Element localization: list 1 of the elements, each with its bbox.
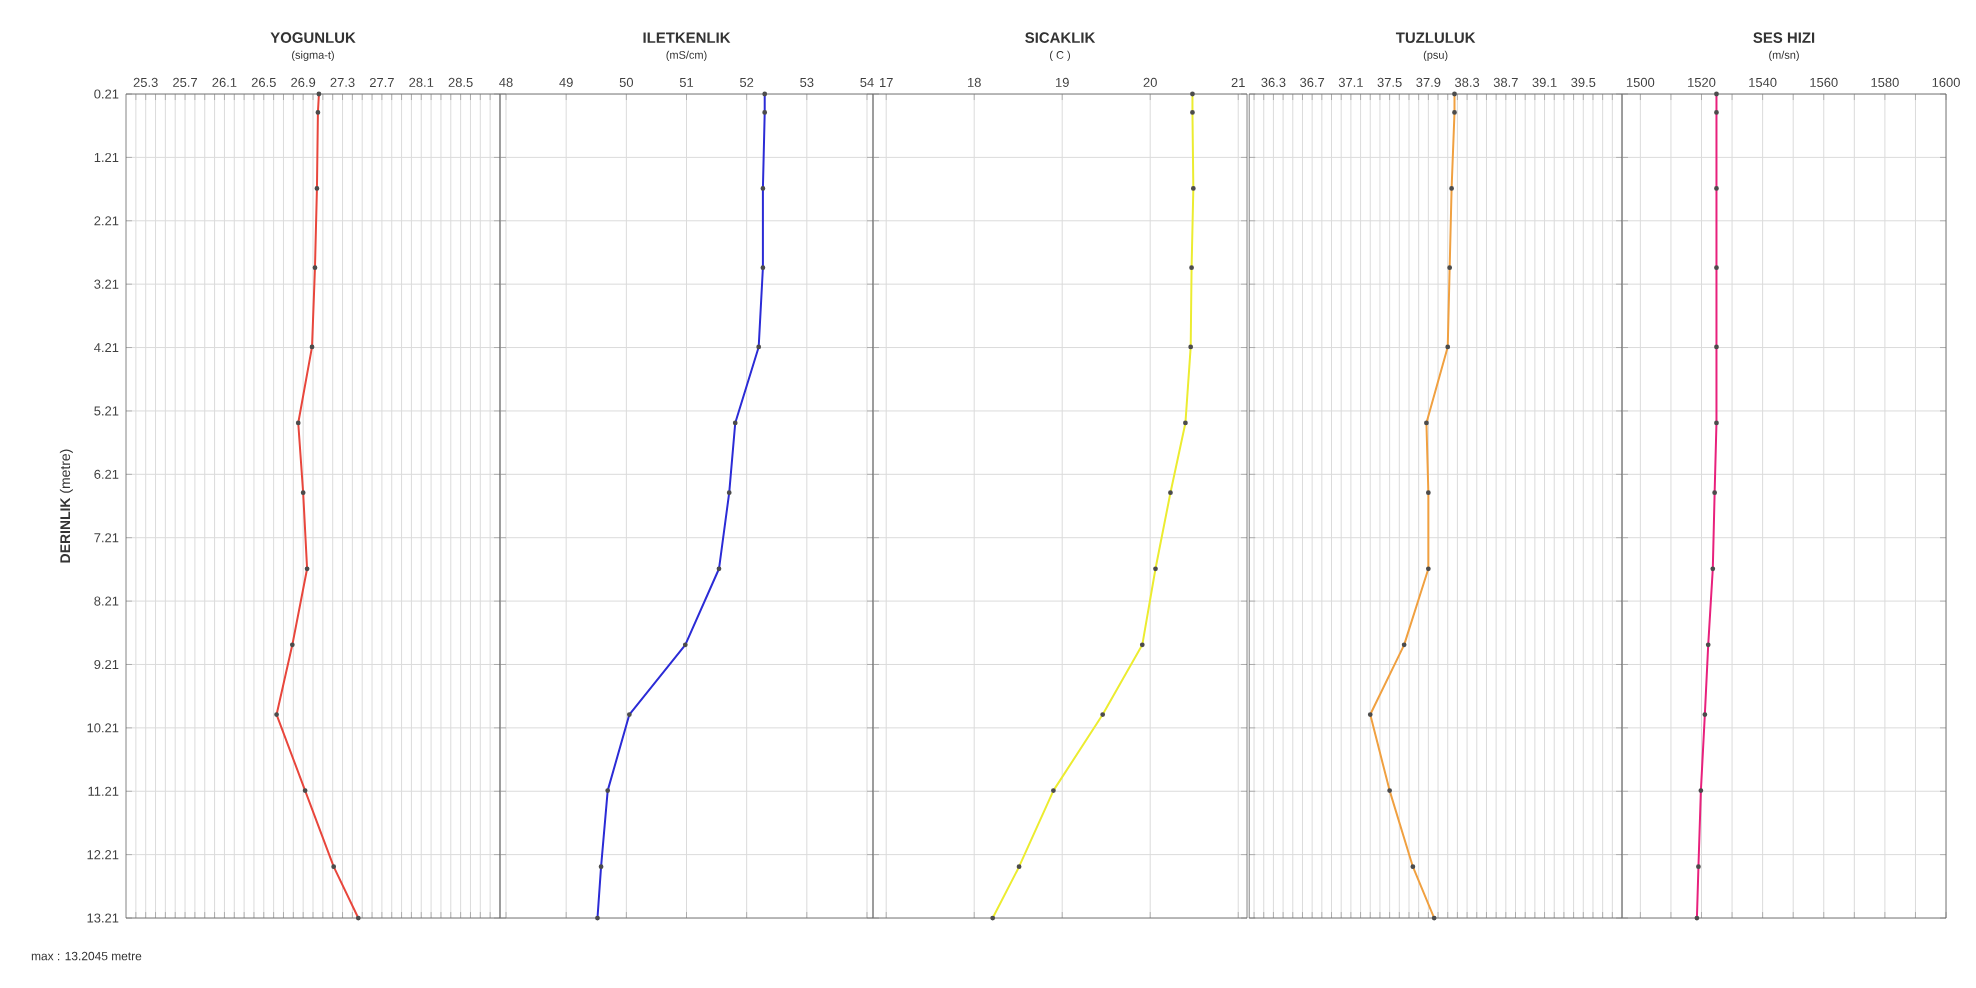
line-series xyxy=(274,91,361,921)
